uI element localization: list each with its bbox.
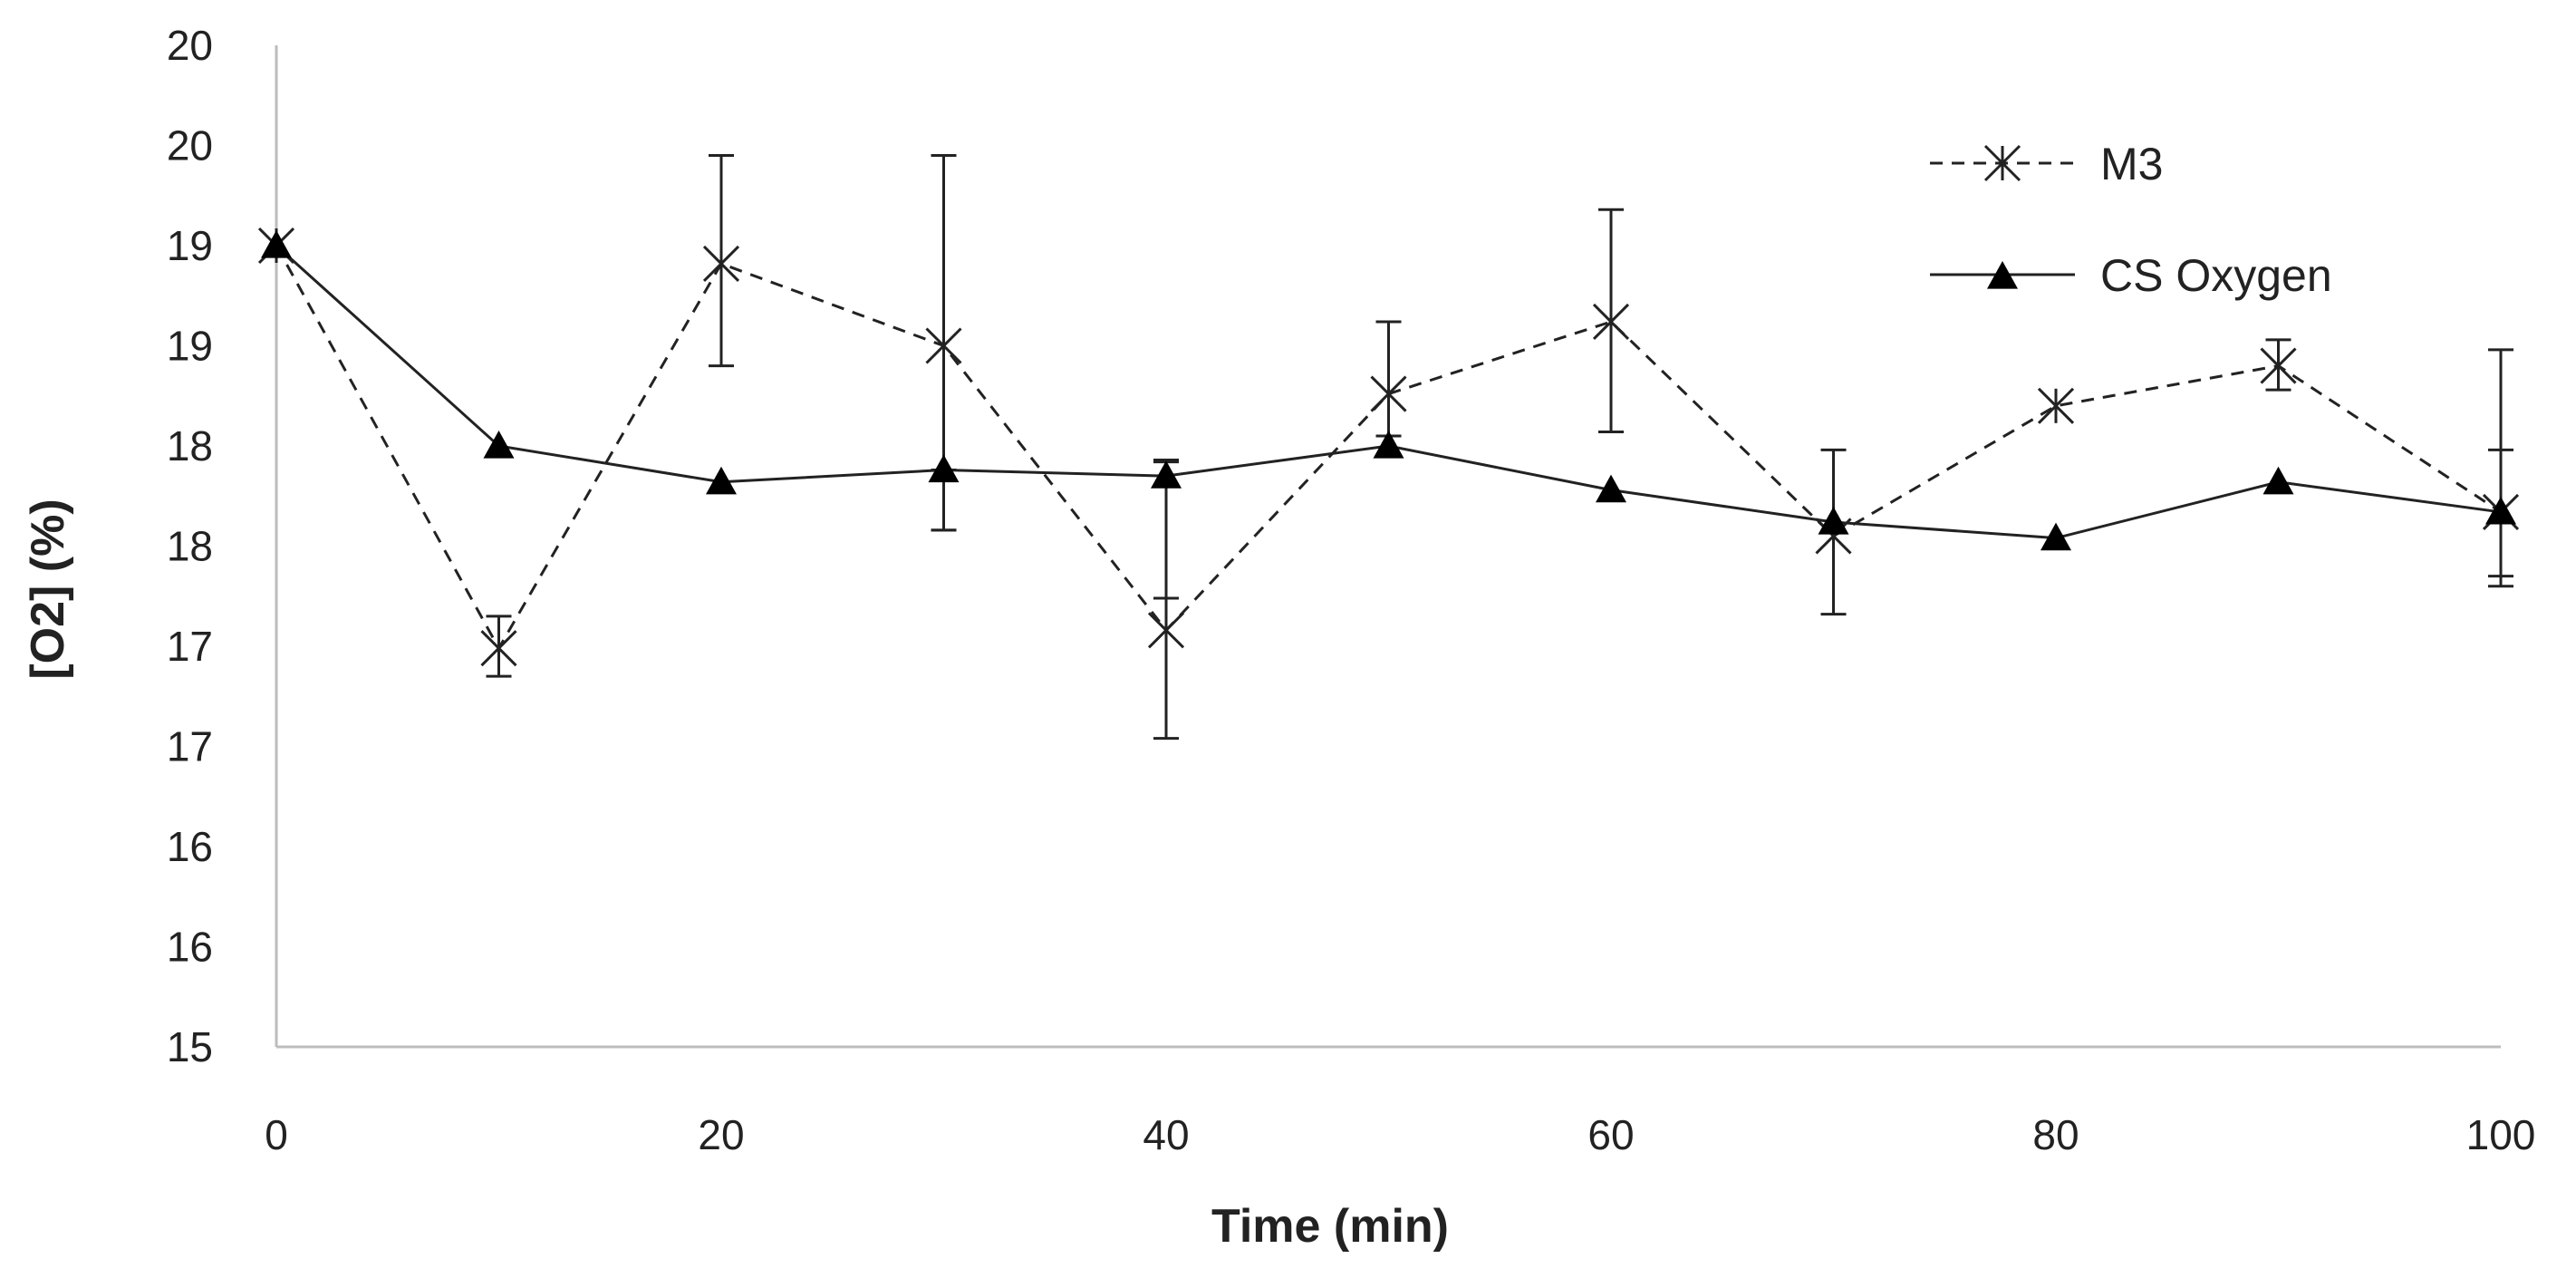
data-point-cs-oxygen <box>706 466 737 495</box>
data-point-cs-oxygen <box>1151 460 1182 489</box>
legend-label-m3: M3 <box>2100 139 2163 189</box>
legend-marker-m3-shape <box>1983 144 2021 182</box>
y-tick-label: 16 <box>167 924 213 971</box>
y-tick-label: 18 <box>167 523 213 570</box>
axes <box>275 45 2501 1049</box>
series-markers <box>257 227 2520 667</box>
y-tick-label: 18 <box>167 422 213 470</box>
data-point-cs-oxygen <box>261 230 292 258</box>
x-tick-label: 80 <box>2032 1111 2079 1158</box>
data-point-cs-oxygen <box>1373 431 1404 459</box>
y-tick-label: 15 <box>167 1023 213 1070</box>
x-tick-label: 100 <box>2466 1111 2536 1158</box>
error-bar-cs-oxygen <box>2488 348 2513 588</box>
data-point-cs-oxygen <box>2262 466 2294 495</box>
data-point-m3 <box>1592 303 1630 341</box>
x-axis-title: Time (min) <box>1211 1200 1449 1253</box>
y-tick-label: 19 <box>167 323 213 370</box>
legend-item-cs-oxygen: CS Oxygen <box>1930 250 2332 301</box>
data-point-cs-oxygen <box>2485 496 2516 525</box>
y-axis-title: [O2] (%) <box>22 499 74 679</box>
data-point-m3 <box>2260 347 2297 384</box>
data-point-m3 <box>1147 612 1185 649</box>
legend-marker-cs-oxygen-shape <box>1987 261 2018 289</box>
y-tick-label: 16 <box>167 823 213 870</box>
y-tick-label: 17 <box>167 623 213 670</box>
legend: M3 CS Oxygen <box>1930 139 2332 301</box>
legend-marker-m3 <box>1983 144 2021 182</box>
data-point-m3 <box>702 245 740 282</box>
y-tick-label: 20 <box>167 122 213 169</box>
data-point-cs-oxygen <box>483 431 515 459</box>
data-point-cs-oxygen <box>1818 506 1849 535</box>
y-tick-label: 20 <box>167 22 213 69</box>
y-axis-ticks: 15 16 16 17 17 18 18 19 19 20 20 <box>167 22 213 1070</box>
data-point-cs-oxygen <box>2041 522 2071 551</box>
x-tick-label: 20 <box>698 1111 744 1158</box>
data-point-cs-oxygen <box>928 454 960 483</box>
x-tick-label: 40 <box>1143 1111 1189 1158</box>
data-point-m3 <box>925 327 962 364</box>
x-tick-label: 0 <box>265 1111 288 1158</box>
legend-marker-cs-oxygen <box>1987 261 2018 289</box>
data-point-m3 <box>1370 375 1407 412</box>
y-tick-label: 17 <box>167 723 213 770</box>
data-point-cs-oxygen <box>1596 474 1626 503</box>
data-point-m3 <box>2037 387 2075 424</box>
data-point-m3 <box>480 630 517 667</box>
y-tick-label: 19 <box>167 222 213 269</box>
x-tick-label: 60 <box>1587 1111 1634 1158</box>
legend-label-cs-oxygen: CS Oxygen <box>2100 250 2332 301</box>
x-axis-ticks: 0 20 40 60 80 100 <box>265 1111 2535 1158</box>
legend-item-m3: M3 <box>1930 139 2163 189</box>
